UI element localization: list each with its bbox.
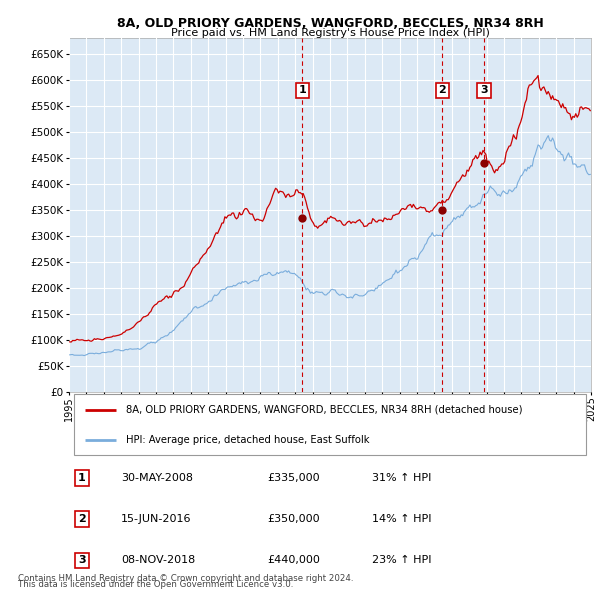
Text: HPI: Average price, detached house, East Suffolk: HPI: Average price, detached house, East… [127,435,370,445]
Text: 3: 3 [480,86,488,96]
FancyBboxPatch shape [74,394,586,455]
Text: 23% ↑ HPI: 23% ↑ HPI [372,556,431,565]
Text: 2: 2 [439,86,446,96]
Text: 8A, OLD PRIORY GARDENS, WANGFORD, BECCLES, NR34 8RH: 8A, OLD PRIORY GARDENS, WANGFORD, BECCLE… [116,17,544,30]
Text: 15-JUN-2016: 15-JUN-2016 [121,514,192,524]
Text: 2: 2 [78,514,86,524]
Text: 14% ↑ HPI: 14% ↑ HPI [372,514,431,524]
Text: £440,000: £440,000 [268,556,320,565]
Text: 1: 1 [298,86,306,96]
Text: £350,000: £350,000 [268,514,320,524]
Text: 31% ↑ HPI: 31% ↑ HPI [372,473,431,483]
Text: 30-MAY-2008: 30-MAY-2008 [121,473,193,483]
Text: Contains HM Land Registry data © Crown copyright and database right 2024.: Contains HM Land Registry data © Crown c… [18,574,353,583]
Text: 3: 3 [78,556,86,565]
Text: Price paid vs. HM Land Registry's House Price Index (HPI): Price paid vs. HM Land Registry's House … [170,28,490,38]
Text: This data is licensed under the Open Government Licence v3.0.: This data is licensed under the Open Gov… [18,581,293,589]
Text: £335,000: £335,000 [268,473,320,483]
Text: 8A, OLD PRIORY GARDENS, WANGFORD, BECCLES, NR34 8RH (detached house): 8A, OLD PRIORY GARDENS, WANGFORD, BECCLE… [127,405,523,415]
Text: 08-NOV-2018: 08-NOV-2018 [121,556,196,565]
Text: 1: 1 [78,473,86,483]
